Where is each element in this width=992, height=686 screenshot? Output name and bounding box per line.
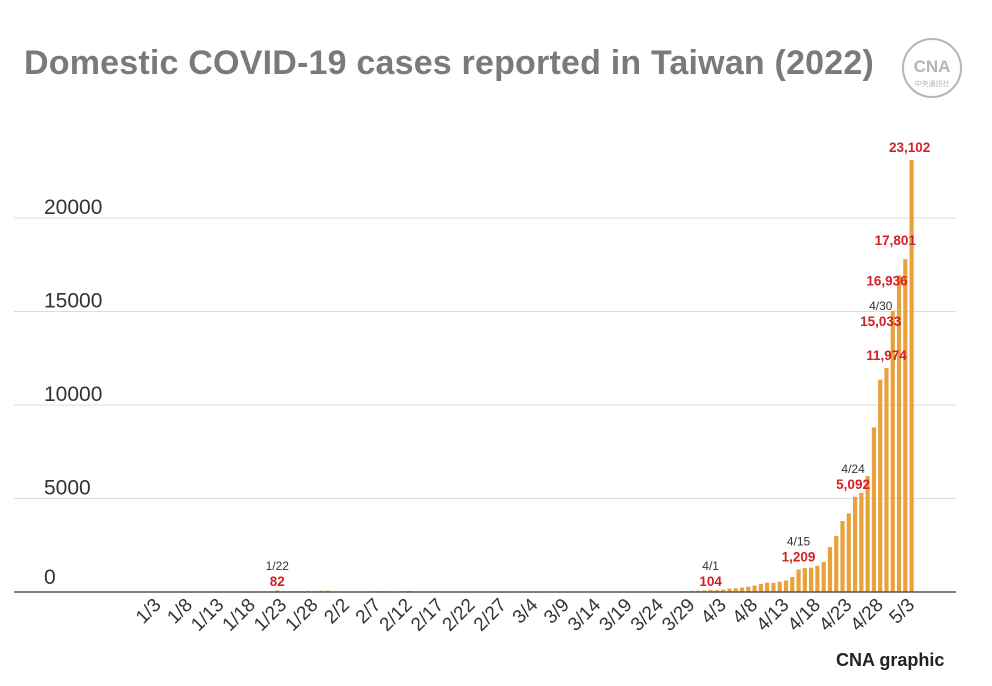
x-tick-label: 2/12 bbox=[376, 595, 417, 636]
x-tick-label: 3/29 bbox=[658, 595, 699, 636]
bar bbox=[865, 476, 870, 592]
bar bbox=[739, 587, 745, 592]
bar bbox=[896, 275, 902, 592]
x-tick-label: 1/23 bbox=[250, 595, 291, 636]
y-tick-label: 5000 bbox=[44, 477, 91, 500]
bar bbox=[733, 588, 738, 592]
cna-logo-icon: CNA 中央通訊社 bbox=[902, 38, 962, 98]
annotation-value: 15,033 bbox=[860, 314, 902, 329]
x-tick-label: 4/18 bbox=[784, 595, 825, 636]
annotation-value: 1,209 bbox=[782, 549, 816, 564]
x-tick-label: 2/27 bbox=[470, 595, 511, 636]
x-tick-label: 3/4 bbox=[509, 594, 543, 628]
x-tick-label: 1/28 bbox=[282, 595, 323, 636]
annotation-value: 5,092 bbox=[836, 477, 870, 492]
bar bbox=[871, 427, 877, 592]
logo-subtext: 中央通訊社 bbox=[915, 79, 950, 88]
bar bbox=[714, 590, 720, 592]
x-axis-tick-labels: 1/31/81/131/181/231/282/22/72/122/172/22… bbox=[132, 594, 919, 635]
bar bbox=[796, 569, 801, 592]
bar bbox=[815, 565, 820, 592]
annotation-value: 11,974 bbox=[866, 348, 907, 363]
bar bbox=[827, 547, 833, 592]
annotation-date: 4/15 bbox=[787, 534, 811, 548]
x-tick-label: 4/28 bbox=[847, 595, 888, 636]
annotation-value: 16,936 bbox=[866, 273, 908, 288]
x-tick-label: 4/3 bbox=[697, 595, 731, 629]
credit-text: CNA graphic bbox=[836, 650, 945, 670]
x-tick-label: 2/17 bbox=[407, 595, 448, 636]
bar bbox=[777, 581, 782, 592]
bar bbox=[859, 492, 864, 592]
bar bbox=[852, 496, 858, 592]
x-tick-label: 4/13 bbox=[753, 595, 794, 636]
bar bbox=[771, 583, 776, 592]
bar bbox=[903, 259, 908, 592]
bar bbox=[809, 567, 814, 592]
x-tick-label: 2/2 bbox=[320, 595, 354, 629]
y-tick-label: 0 bbox=[44, 566, 56, 589]
logo-text: CNA bbox=[914, 57, 951, 76]
bar bbox=[275, 590, 280, 592]
logo-ring bbox=[902, 38, 962, 98]
bar bbox=[727, 588, 732, 592]
x-tick-label: 5/3 bbox=[886, 595, 920, 629]
bar bbox=[834, 535, 839, 592]
y-tick-label: 10000 bbox=[44, 383, 102, 406]
annotation-value: 82 bbox=[270, 574, 285, 589]
chart-title: Domestic COVID-19 cases reported in Taiw… bbox=[24, 44, 875, 82]
y-tick-label: 15000 bbox=[44, 290, 102, 313]
x-tick-label: 2/22 bbox=[439, 595, 480, 636]
annotation-value: 104 bbox=[699, 574, 722, 589]
y-axis-tick-labels: 0 5000 10000 15000 20000 bbox=[44, 196, 102, 589]
bar bbox=[802, 568, 807, 592]
x-tick-label: 1/3 bbox=[132, 595, 166, 629]
x-tick-label: 3/24 bbox=[627, 594, 668, 635]
x-tick-label: 4/23 bbox=[815, 595, 856, 636]
bar bbox=[746, 586, 751, 592]
bar bbox=[840, 520, 845, 592]
x-tick-label: 3/14 bbox=[564, 594, 605, 635]
bar bbox=[909, 159, 914, 592]
annotation-value: 23,102 bbox=[889, 140, 930, 155]
bar bbox=[846, 513, 851, 592]
bar bbox=[765, 582, 770, 592]
x-tick-label: 1/18 bbox=[219, 595, 260, 636]
annotation-value: 17,801 bbox=[875, 233, 917, 248]
bar bbox=[884, 368, 889, 592]
y-tick-label: 20000 bbox=[44, 196, 102, 219]
x-tick-label: 1/13 bbox=[187, 595, 228, 636]
annotation-date: 4/30 bbox=[869, 299, 893, 313]
bar bbox=[758, 583, 763, 592]
bar bbox=[821, 562, 826, 592]
gridlines bbox=[14, 217, 956, 499]
bar bbox=[783, 580, 789, 592]
bar bbox=[790, 577, 795, 592]
bar bbox=[890, 310, 895, 592]
annotation-date: 4/24 bbox=[841, 462, 865, 476]
bar bbox=[708, 590, 713, 592]
x-tick-label: 3/19 bbox=[596, 595, 637, 636]
annotation-date: 4/1 bbox=[702, 559, 719, 573]
bar-series bbox=[155, 159, 914, 593]
bar bbox=[878, 379, 883, 592]
bar bbox=[721, 589, 726, 592]
annotation-date: 1/22 bbox=[266, 559, 290, 573]
bar bbox=[752, 585, 757, 592]
